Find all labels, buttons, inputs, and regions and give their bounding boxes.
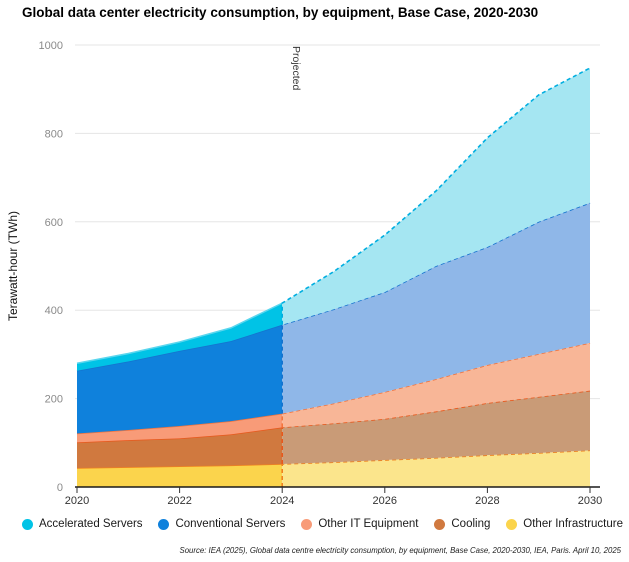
area-other-it-equipment-historic bbox=[77, 413, 283, 443]
y-tick-label: 600 bbox=[45, 217, 63, 229]
x-tick-label: 2028 bbox=[475, 495, 499, 507]
legend-item-other-infrastructure: Other Infrastructure bbox=[506, 518, 623, 530]
y-tick-label: 1000 bbox=[39, 40, 63, 52]
area-cooling-historic bbox=[77, 427, 283, 468]
y-tick-label: 800 bbox=[45, 128, 63, 140]
area-conventional-servers-historic bbox=[77, 324, 283, 434]
area-other-it-equipment-projected bbox=[282, 342, 590, 428]
source-note: Source: IEA (2025), Global data centre e… bbox=[179, 546, 622, 555]
x-tick-label: 2020 bbox=[65, 495, 89, 507]
line-accelerated-servers-projected bbox=[281, 67, 591, 325]
legend-swatch-other-infrastructure-icon bbox=[506, 518, 518, 530]
x-tick-label: 2026 bbox=[373, 495, 397, 507]
area-other-infrastructure-projected bbox=[282, 450, 590, 487]
legend-label-accelerated-servers: Accelerated Servers bbox=[39, 518, 143, 530]
y-tick-label: 200 bbox=[45, 394, 63, 406]
x-tick-label: 2024 bbox=[270, 495, 294, 507]
legend-label-cooling: Cooling bbox=[451, 518, 491, 530]
legend-swatch-other-it-equipment-icon bbox=[301, 518, 313, 530]
area-conventional-servers-projected bbox=[282, 202, 590, 414]
y-tick-label: 0 bbox=[57, 482, 63, 494]
line-conventional-servers-projected bbox=[281, 202, 591, 414]
area-cooling-projected bbox=[282, 390, 590, 465]
projected-annotation: Projected bbox=[290, 46, 302, 91]
x-tick-label: 2022 bbox=[167, 495, 191, 507]
legend-item-cooling: Cooling bbox=[434, 518, 490, 530]
chart-title: Global data center electricity consumpti… bbox=[22, 5, 539, 20]
legend-swatch-accelerated-servers-icon bbox=[22, 518, 33, 530]
y-tick-label: 400 bbox=[45, 305, 63, 317]
area-other-infrastructure-historic bbox=[77, 464, 283, 487]
x-tick-label: 2030 bbox=[578, 495, 602, 507]
line-other-infrastructure-projected bbox=[281, 449, 591, 487]
legend-item-conventional-servers: Conventional Servers bbox=[158, 518, 285, 530]
legend-item-other-it-equipment: Other IT Equipment bbox=[301, 518, 418, 530]
legend-swatch-conventional-servers-icon bbox=[158, 518, 170, 530]
legend-swatch-cooling-icon bbox=[434, 518, 446, 530]
line-cooling-projected bbox=[281, 389, 591, 465]
legend-label-other-infrastructure: Other Infrastructure bbox=[523, 518, 623, 530]
legend-label-other-it-equipment: Other IT Equipment bbox=[318, 518, 419, 530]
legend-item-accelerated-servers: Accelerated Servers bbox=[22, 518, 143, 530]
y-axis-title: Terawatt-hour (TWh) bbox=[6, 211, 20, 321]
chart-legend: Accelerated Servers Conventional Servers… bbox=[0, 518, 629, 530]
area-accelerated-servers-projected bbox=[282, 67, 590, 325]
legend-label-conventional-servers: Conventional Servers bbox=[175, 518, 286, 530]
line-accelerated-servers-historic bbox=[76, 302, 283, 364]
